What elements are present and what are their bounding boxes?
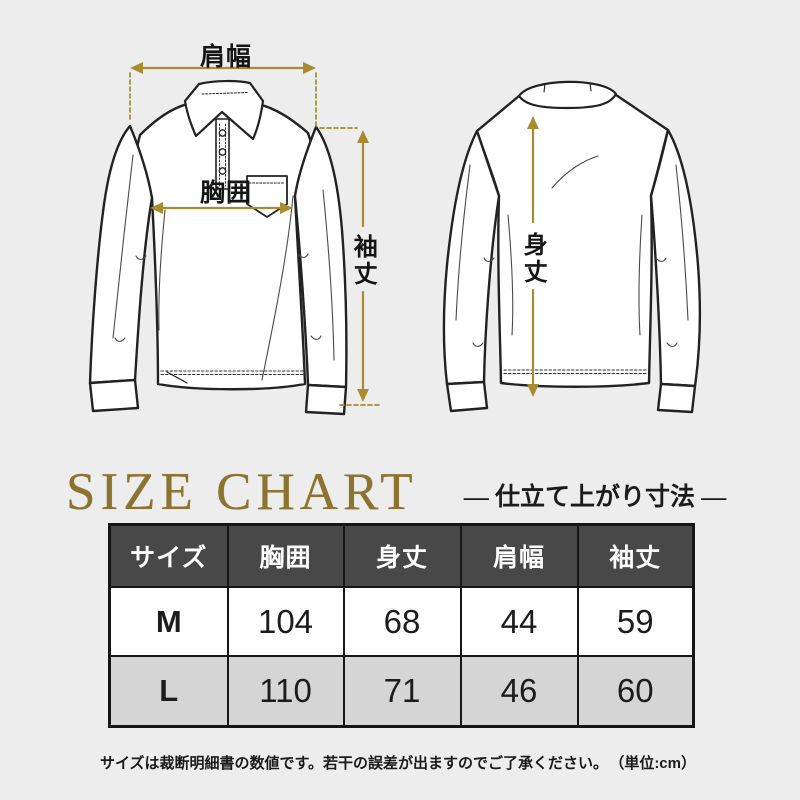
back-view-drawing xyxy=(442,80,702,414)
header-body-length: 身丈 xyxy=(342,523,462,588)
unit-note: （単位:cm） xyxy=(609,755,696,772)
cell-l-shoulder: 46 xyxy=(459,655,579,728)
cell-l-size: L xyxy=(108,655,229,728)
chest-label: 胸囲 xyxy=(199,179,252,207)
header-sleeve: 袖丈 xyxy=(576,523,695,588)
table-row-l: L 110 71 46 60 xyxy=(108,655,695,728)
size-table: サイズ 胸囲 身丈 肩幅 袖丈 M 104 68 44 59 L 110 71 … xyxy=(108,523,695,728)
measurement-arrows xyxy=(129,62,539,406)
size-disclaimer-note: サイズは裁断明細書の数値です。若干の誤差が出ますのでご了承ください。 xyxy=(100,755,609,772)
cell-l-chest: 110 xyxy=(226,655,345,728)
header-size: サイズ xyxy=(108,523,229,588)
shoulder-width-label: 肩幅 xyxy=(199,43,252,71)
cell-m-size: M xyxy=(108,586,229,657)
cell-m-shoulder: 44 xyxy=(459,586,579,657)
cell-l-sleeve: 60 xyxy=(576,655,695,728)
cell-m-body-length: 68 xyxy=(342,586,462,657)
cell-l-body-length: 71 xyxy=(342,655,462,728)
header-chest: 胸囲 xyxy=(226,523,345,588)
body-length-label: 身丈 xyxy=(519,232,547,286)
size-table-header-row: サイズ 胸囲 身丈 肩幅 袖丈 xyxy=(108,523,695,588)
cell-m-chest: 104 xyxy=(226,586,345,657)
garment-diagram-illustration xyxy=(88,62,702,416)
page-subtitle: — 仕立て上がり寸法 — xyxy=(463,484,727,511)
page-title: SIZE CHART xyxy=(66,463,418,521)
sleeve-length-label: 袖丈 xyxy=(349,234,377,288)
header-shoulder: 肩幅 xyxy=(459,523,579,588)
front-view-drawing xyxy=(88,79,348,416)
table-row-m: M 104 68 44 59 xyxy=(108,586,695,657)
cell-m-sleeve: 59 xyxy=(576,586,695,657)
